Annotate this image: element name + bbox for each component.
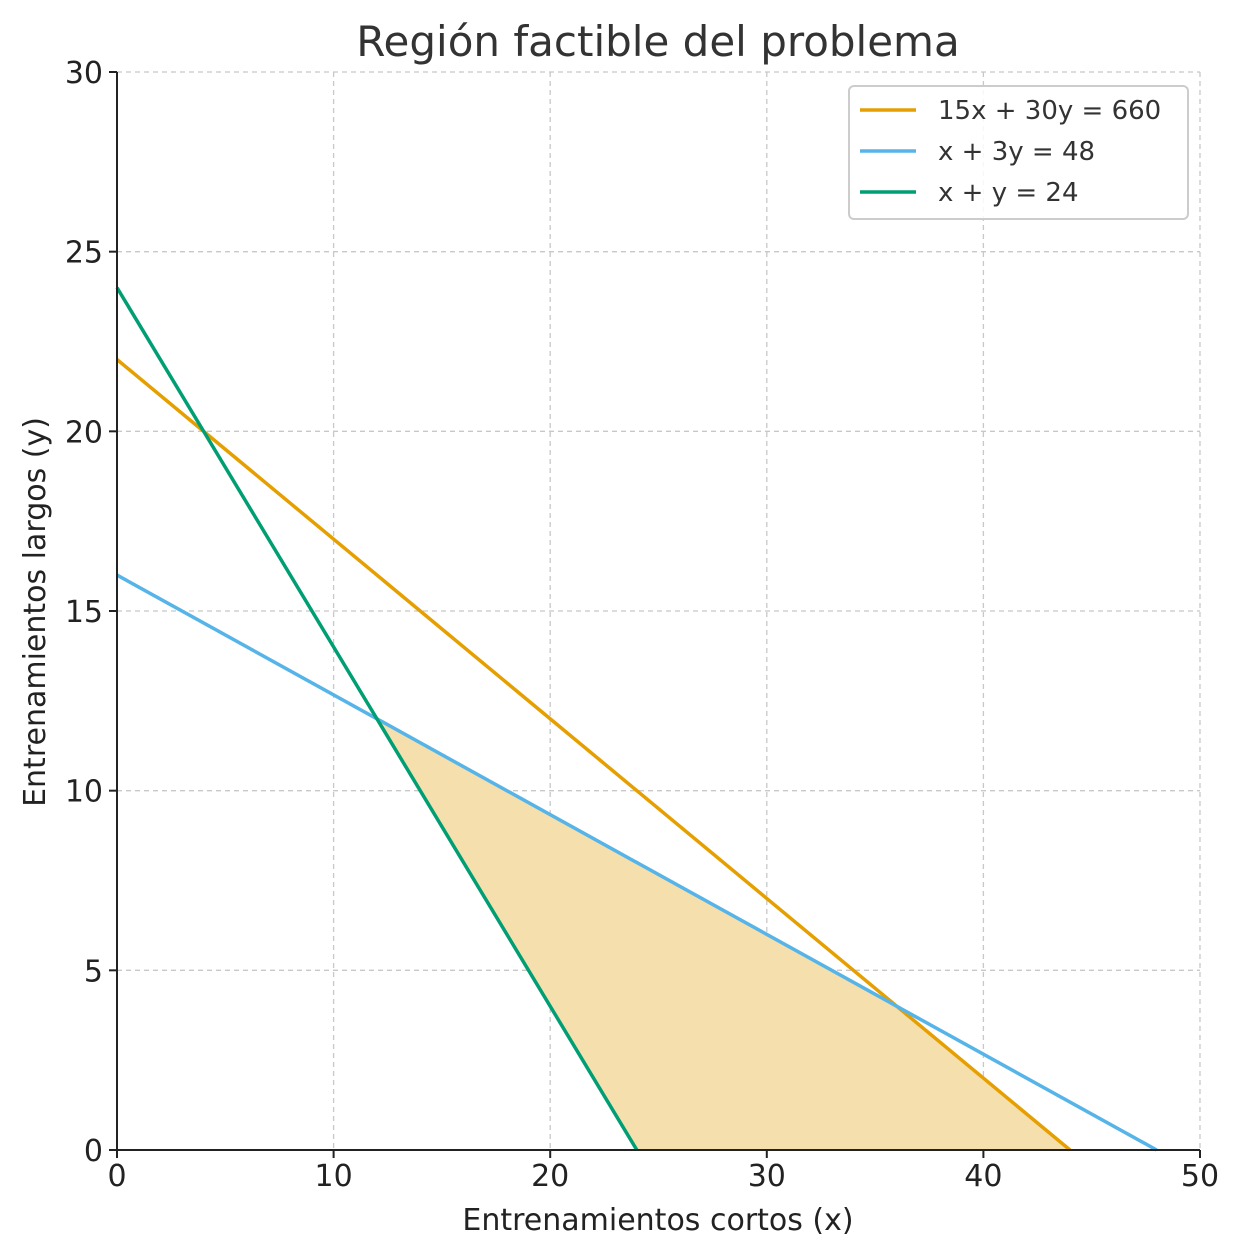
y-axis-label: Entrenamientos largos (y)	[18, 417, 53, 807]
legend-label-1: 15x + 30y = 660	[938, 96, 1161, 126]
legend-label-3: x + y = 24	[938, 178, 1079, 208]
y-tick-label: 15	[65, 595, 103, 630]
series-line-2	[116, 573, 1158, 1152]
feasible-region-layer	[376, 718, 1071, 1150]
x-tick-label: 0	[107, 1159, 126, 1194]
series-layer	[115, 286, 1158, 1152]
y-tick-label: 5	[84, 954, 103, 989]
y-tick-label: 10	[65, 775, 103, 810]
x-tick-label: 10	[315, 1159, 353, 1194]
chart-title: Región factible del problema	[356, 17, 959, 66]
x-tick-label: 50	[1181, 1159, 1219, 1194]
legend-label-2: x + 3y = 48	[938, 137, 1095, 167]
y-tick-label: 0	[84, 1134, 103, 1169]
x-tick-label: 40	[964, 1159, 1002, 1194]
x-axis-label: Entrenamientos cortos (x)	[462, 1203, 853, 1238]
series-line-3	[115, 286, 639, 1151]
x-tick-label: 30	[748, 1159, 786, 1194]
legend-frame	[848, 85, 1189, 220]
x-tick-label: 20	[531, 1159, 569, 1194]
y-tick-label: 30	[65, 56, 103, 91]
ticks: 0 10 20 30 40 50 0 5 10 15 20 25 30	[65, 56, 1219, 1194]
series-line-1	[115, 358, 1072, 1152]
y-tick-label: 20	[65, 415, 103, 450]
feasible-region	[376, 718, 1071, 1150]
grid	[116, 71, 1201, 1151]
y-tick-label: 25	[65, 236, 103, 271]
legend: 15x + 30y = 660 x + 3y = 48 x + y = 24	[848, 85, 1189, 220]
